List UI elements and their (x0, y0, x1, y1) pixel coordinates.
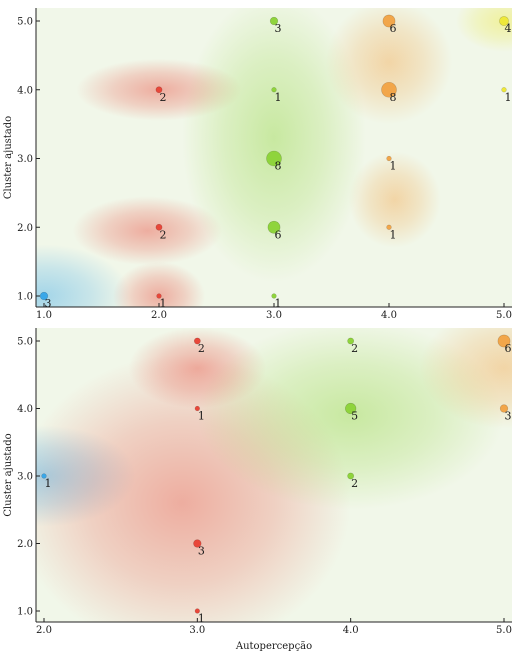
background-regions (36, 328, 512, 622)
y-tick-label: 2.0 (17, 223, 33, 234)
background-regions (36, 8, 512, 307)
point-count-label: 6 (505, 342, 512, 355)
x-tick-label: 5.0 (496, 625, 512, 636)
x-tick-label: 3.0 (189, 625, 205, 636)
point-count-label: 6 (275, 228, 282, 241)
x-tick-label: 5.0 (496, 310, 512, 321)
point-count-label: 3 (275, 22, 282, 35)
data-point-cluster-2 (193, 539, 202, 548)
y-tick-label: 2.0 (17, 539, 33, 550)
data-point-cluster-3 (271, 293, 277, 299)
y-axis-title: Cluster ajustado (3, 116, 14, 199)
point-count-label: 3 (45, 297, 52, 310)
x-tick-label: 1.0 (36, 310, 52, 321)
point-count-label: 2 (160, 228, 167, 241)
point-count-label: 5 (351, 410, 358, 423)
point-count-label: 8 (390, 91, 397, 104)
data-point-cluster-4 (499, 404, 509, 413)
data-point-cluster-3 (271, 87, 277, 93)
data-point-cluster-2 (156, 293, 162, 299)
point-count-label: 1 (390, 228, 397, 241)
cluster-region-3 (182, 8, 366, 283)
x-tick-label: 4.0 (381, 310, 397, 321)
y-tick-label: 4.0 (17, 404, 33, 415)
point-count-label: 1 (275, 297, 282, 310)
y-tick-label: 5.0 (17, 337, 33, 348)
cluster-region-5 (455, 8, 512, 52)
point-count-label: 1 (198, 410, 205, 423)
top-chart-panel: 1.0 2.0 3.0 4.0 5.0 1.0 2.0 3.0 4.0 5.0 Cluster aj… (3, 8, 512, 321)
x-axis-title: Autopercepção (235, 641, 312, 652)
cluster-region-4 (419, 328, 512, 429)
point-count-label: 4 (505, 22, 512, 35)
y-tick-label: 3.0 (17, 472, 33, 483)
point-count-label: 2 (160, 91, 167, 104)
y-tick-label: 4.0 (17, 85, 33, 96)
x-tick-label: 4.0 (343, 625, 359, 636)
point-count-label: 1 (505, 91, 512, 104)
data-point-cluster-3 (347, 337, 355, 345)
y-tick-label: 3.0 (17, 154, 33, 165)
y-tick-label: 1.0 (17, 292, 33, 303)
y-axis-title: Cluster ajustado (3, 433, 14, 516)
data-point-cluster-5 (501, 87, 507, 93)
data-point-cluster-2 (194, 405, 200, 412)
data-point-cluster-3 (269, 16, 279, 26)
data-point-cluster-1 (39, 291, 49, 301)
x-tick-label: 3.0 (266, 310, 282, 321)
data-point-cluster-1 (41, 473, 47, 479)
data-point-cluster-4 (386, 224, 392, 230)
cluster-region-4 (325, 8, 453, 125)
point-count-label: 2 (351, 342, 358, 355)
x-tick-label: 2.0 (151, 310, 167, 321)
data-point-cluster-2 (193, 337, 201, 345)
data-point-cluster-3 (266, 150, 282, 167)
point-count-label: 1 (45, 477, 52, 490)
cluster-region-4 (348, 151, 441, 248)
data-point-cluster-4 (381, 81, 397, 98)
data-point-cluster-4 (382, 14, 396, 28)
point-count-label: 1 (160, 297, 167, 310)
data-point-cluster-4 (497, 334, 511, 348)
y-tick-label: 1.0 (17, 607, 33, 618)
point-count-label: 1 (275, 91, 282, 104)
data-point-cluster-3 (267, 220, 281, 234)
point-count-label: 8 (275, 160, 282, 173)
point-count-label: 3 (505, 410, 512, 423)
point-count-label: 2 (351, 477, 358, 490)
point-count-label: 3 (198, 545, 205, 558)
cluster-region-1 (36, 244, 131, 307)
data-point-cluster-5 (499, 16, 509, 26)
data-point-cluster-3 (347, 472, 355, 480)
point-count-label: 6 (390, 22, 397, 35)
y-tick-label: 5.0 (17, 17, 33, 28)
point-count-label: 1 (198, 612, 205, 625)
point-count-label: 2 (198, 342, 205, 355)
data-point-cluster-2 (194, 608, 200, 614)
data-point-cluster-4 (386, 155, 392, 162)
data-point-cluster-2 (155, 86, 163, 94)
cluster-region-2 (113, 261, 205, 307)
point-count-label: 1 (390, 160, 397, 173)
cluster-region-2 (72, 196, 223, 266)
data-point-cluster-3 (345, 402, 357, 415)
x-tick-label: 2.0 (36, 625, 52, 636)
data-point-cluster-2 (155, 223, 163, 231)
